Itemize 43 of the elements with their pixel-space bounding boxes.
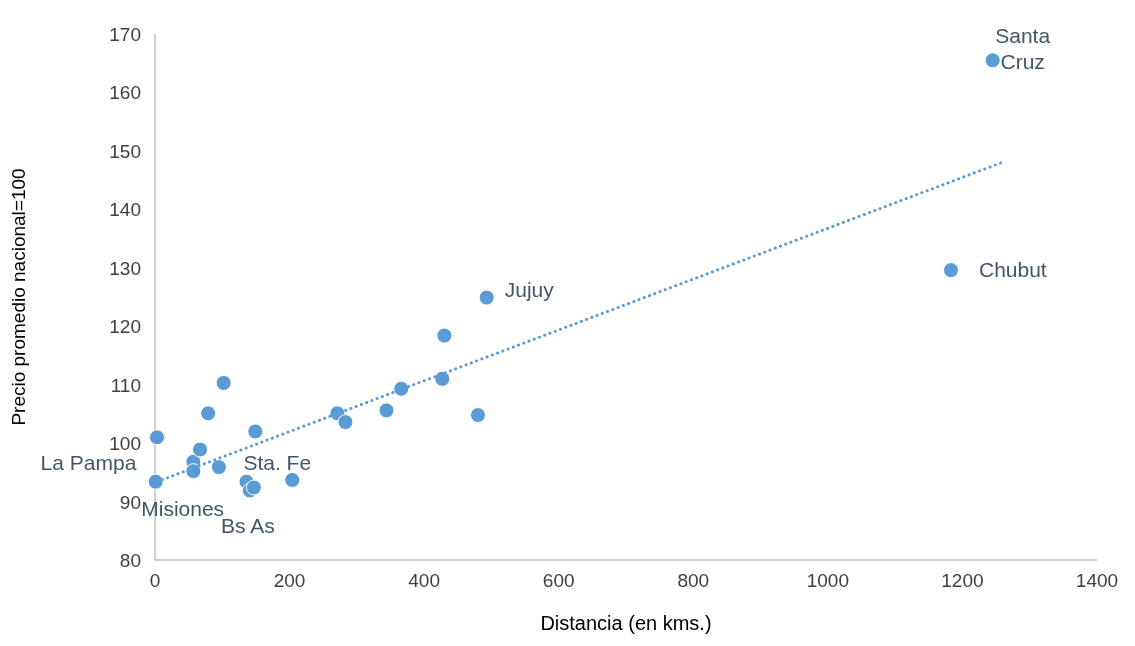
point [149,429,166,446]
y-tick-label: 140 [109,199,141,221]
y-tick-label: 90 [119,491,141,513]
annotation: Sta. Fe [243,450,312,474]
x-tick-label: 0 [149,570,161,591]
y-tick-label: 120 [109,316,141,338]
point [942,262,959,279]
x-tick-label: 400 [408,570,440,591]
point [393,380,410,397]
point [215,374,232,391]
point [984,52,1001,69]
x-tick-label: 200 [273,570,306,591]
annotation: Jujuy [504,277,555,301]
x-axis-title: Distancia (en kms.) [540,612,712,634]
point [337,414,354,431]
point [210,459,227,476]
x-tick-label: 1400 [1075,570,1119,591]
point [147,473,164,490]
point [284,471,301,488]
point [434,370,451,387]
point [192,441,209,458]
point [185,463,202,480]
point [247,423,264,440]
point [436,327,453,344]
y-tick-label: 130 [109,257,141,279]
annotation: Chubut [978,258,1047,282]
y-tick-label: 80 [119,550,141,571]
point [469,407,486,424]
y-tick-label: 170 [109,24,141,45]
x-tick-label: 1000 [806,570,849,591]
annotation: Santa Cruz [995,24,1051,74]
point [378,402,395,419]
y-tick-label: 160 [109,82,141,104]
x-tick-label: 800 [677,570,710,591]
y-tick-label: 110 [110,374,141,396]
y-axis-title: Precio promedio nacional=100 [8,168,29,426]
point [200,405,217,422]
x-tick-label: 1200 [941,570,984,591]
x-tick-label: 600 [542,570,575,591]
annotation: Misiones [141,496,225,520]
point [478,289,495,306]
point [245,479,262,496]
y-tick-label: 150 [109,140,141,162]
